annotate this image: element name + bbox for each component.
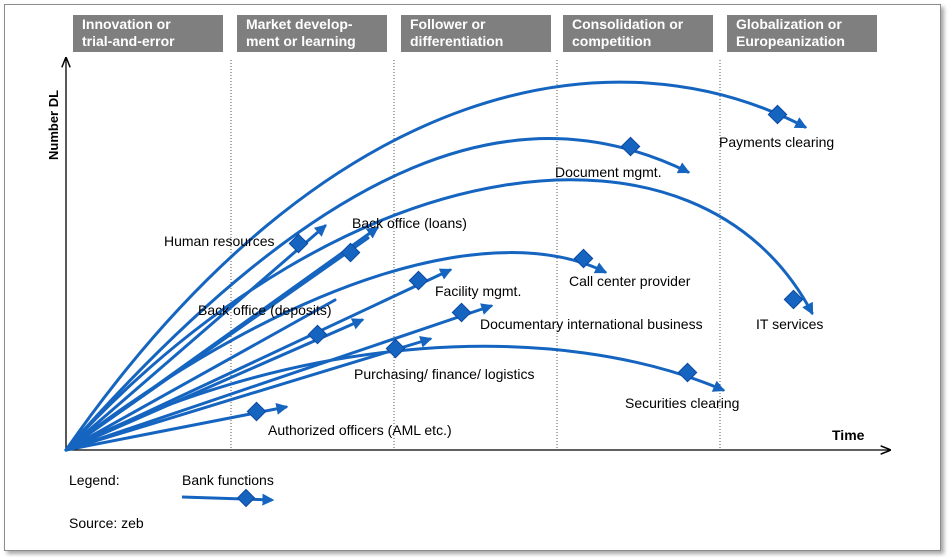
y-axis-label: Number DL bbox=[46, 89, 61, 160]
phase-header-market-development: Market develop- ment or learning bbox=[237, 15, 387, 52]
curve-back-office-deposits bbox=[64, 318, 365, 452]
diamond-facility-mgmt bbox=[408, 270, 429, 291]
diamond-payments-clearing bbox=[767, 104, 788, 125]
diamond-it-services bbox=[783, 289, 804, 310]
curve-extra-2 bbox=[64, 298, 337, 452]
source-note: Source: zeb bbox=[69, 515, 144, 531]
label-documentary-business: Documentary international business bbox=[480, 316, 703, 332]
curve-payments-clearing bbox=[64, 80, 808, 452]
diamond-back-office-loans bbox=[340, 242, 361, 263]
diamond-purchasing bbox=[385, 338, 406, 359]
x-axis-label: Time bbox=[832, 427, 865, 443]
curve-human-resources bbox=[64, 224, 327, 452]
label-purchasing: Purchasing/ finance/ logistics bbox=[354, 366, 535, 382]
legend-item-bank-functions: Bank functions bbox=[182, 472, 274, 488]
legend-diamond-sample bbox=[236, 488, 256, 508]
diamond-securities-clearing bbox=[677, 362, 698, 383]
figure-frame bbox=[4, 4, 941, 551]
diamond-human-resources bbox=[288, 233, 309, 254]
label-facility-mgmt: Facility mgmt. bbox=[435, 283, 522, 299]
label-document-mgmt: Document mgmt. bbox=[555, 164, 662, 180]
legend-title: Legend: bbox=[69, 472, 120, 488]
label-call-center: Call center provider bbox=[569, 273, 691, 289]
phase-header-follower: Follower or differentiation bbox=[401, 15, 551, 52]
curve-extra-1 bbox=[64, 236, 370, 452]
diamond-back-office-deposits bbox=[307, 324, 328, 345]
legend-curve-sample bbox=[181, 493, 275, 506]
phase-header-innovation: Innovation or trial-and-error bbox=[73, 15, 223, 52]
curve-it-services bbox=[64, 178, 814, 452]
curve-documentary-business bbox=[64, 303, 494, 452]
label-human-resources: Human resources bbox=[164, 233, 275, 249]
diamond-call-center bbox=[573, 248, 594, 269]
curve-call-center bbox=[64, 251, 608, 452]
diamond-authorized-officers bbox=[246, 401, 267, 422]
diamond-documentary-business bbox=[451, 302, 472, 323]
label-back-office-loans: Back office (loans) bbox=[352, 215, 467, 231]
label-authorized-officers: Authorized officers (AML etc.) bbox=[268, 422, 452, 438]
curve-purchasing bbox=[64, 336, 433, 452]
curve-document-mgmt bbox=[64, 137, 691, 452]
label-securities-clearing: Securities clearing bbox=[625, 395, 740, 411]
diamond-document-mgmt bbox=[620, 136, 641, 157]
label-it-services: IT services bbox=[756, 316, 824, 332]
phase-header-consolidation: Consolidation or competition bbox=[563, 15, 713, 52]
label-back-office-deposits: Back office (deposits) bbox=[198, 302, 332, 318]
label-payments-clearing: Payments clearing bbox=[719, 134, 835, 150]
curve-securities-clearing bbox=[64, 344, 726, 452]
phase-header-globalization: Globalization or Europeanization bbox=[727, 15, 877, 52]
